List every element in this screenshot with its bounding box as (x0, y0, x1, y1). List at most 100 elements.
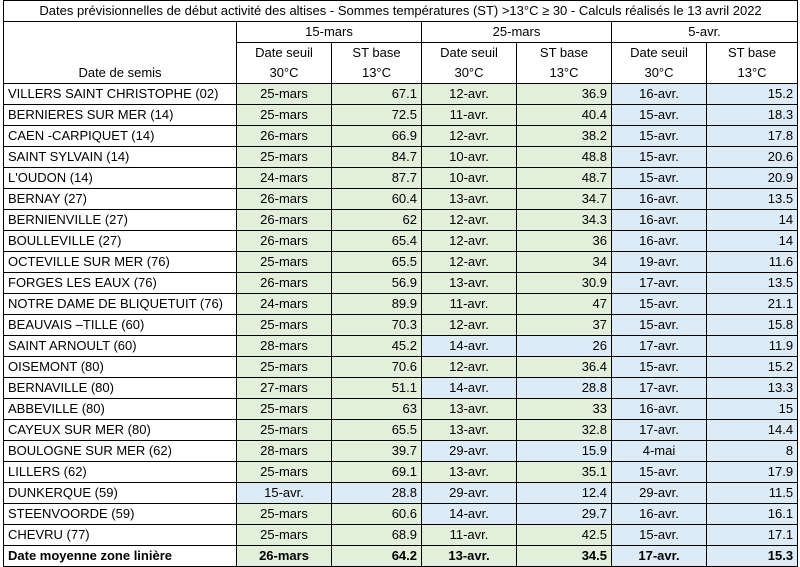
table-row: BOULLEVILLE (27) 26-mars 65.4 12-avr. 36 16-a… (3, 230, 799, 252)
st-5-avr-cell: 21.1 (705, 293, 799, 315)
date-15-mars-cell: 25-mars (236, 503, 332, 525)
date-5-avr-cell: 17-avr. (611, 545, 707, 567)
st-15-mars-cell: 39.7 (331, 440, 422, 462)
table-row: BERNIERES SUR MER (14) 25-mars 72.5 11-avr.… (3, 104, 799, 126)
date-15-mars-cell: 25-mars (236, 356, 332, 378)
table-row: CHEVRU (77) 25-mars 68.9 11-avr. 42.5 15-avr.… (3, 524, 799, 546)
st-25-mars-cell: 30.9 (516, 272, 612, 294)
date-25-mars-cell: 10-avr. (421, 146, 517, 168)
date-5-avr-cell: 16-avr. (611, 209, 707, 231)
st-25-mars-cell: 38.2 (516, 125, 612, 147)
st-5-avr-cell: 14 (705, 230, 799, 252)
station-name-cell: BERNAY (27) (3, 188, 237, 210)
date-25-mars-cell: 14-avr. (421, 335, 517, 357)
station-name-cell: BERNIENVILLE (27) (3, 209, 237, 231)
st-25-mars-cell: 36 (516, 230, 612, 252)
date-25-mars-cell: 12-avr. (421, 83, 517, 105)
table-title: Dates prévisionnelles de début activité … (2, 0, 799, 22)
station-name-cell: Date moyenne zone linière (3, 545, 237, 567)
st-25-mars-cell: 15.9 (516, 440, 612, 462)
st-25-mars-cell: 26 (516, 335, 612, 357)
st-15-mars-cell: 69.1 (331, 461, 422, 483)
st-15-mars-cell: 62 (331, 209, 422, 231)
st-5-avr-cell: 14.4 (705, 419, 799, 441)
date-5-avr-cell: 15-avr. (611, 356, 707, 378)
table-row: FORGES LES EAUX (76) 26-mars 56.9 13-avr. 30… (3, 272, 799, 294)
date-25-mars-cell: 12-avr. (421, 209, 517, 231)
station-name-cell: ABBEVILLE (80) (3, 398, 237, 420)
date-5-avr-cell: 15-avr. (611, 125, 707, 147)
date-15-mars-cell: 26-mars (236, 209, 332, 231)
corner-cell (3, 21, 237, 43)
st-15-mars-cell: 84.7 (331, 146, 422, 168)
date-25-mars-cell: 14-avr. (421, 377, 517, 399)
st-25-mars-cell: 37 (516, 314, 612, 336)
date-15-mars-cell: 25-mars (236, 83, 332, 105)
st-25-mars-cell: 36.9 (516, 83, 612, 105)
st-15-mars-cell: 65.5 (331, 251, 422, 273)
date-15-mars-cell: 27-mars (236, 377, 332, 399)
table-row: ABBEVILLE (80) 25-mars 63 13-avr. 33 16-avr. 1… (3, 398, 799, 420)
table-row: OCTEVILLE SUR MER (76) 25-mars 65.5 12-avr.… (3, 251, 799, 273)
col-st-header: ST base 13°C (516, 42, 612, 84)
date-5-avr-cell: 16-avr. (611, 398, 707, 420)
date-15-mars-cell: 28-mars (236, 440, 332, 462)
st-15-mars-cell: 64.2 (331, 545, 422, 567)
col-st-header: ST base 13°C (331, 42, 422, 84)
date-25-mars-cell: 11-avr. (421, 293, 517, 315)
date-25-mars-cell: 13-avr. (421, 398, 517, 420)
st-25-mars-cell: 47 (516, 293, 612, 315)
st-5-avr-cell: 15.2 (705, 356, 799, 378)
st-5-avr-cell: 17.8 (705, 125, 799, 147)
st-15-mars-cell: 87.7 (331, 167, 422, 189)
table-row: OISEMONT (80) 25-mars 70.6 12-avr. 36.4 15-av… (3, 356, 799, 378)
station-name-cell: OISEMONT (80) (3, 356, 237, 378)
st-25-mars-cell: 29.7 (516, 503, 612, 525)
st-5-avr-cell: 20.9 (705, 167, 799, 189)
date-15-mars-cell: 26-mars (236, 125, 332, 147)
date-25-mars-cell: 10-avr. (421, 167, 517, 189)
st-5-avr-cell: 8 (705, 440, 799, 462)
st-5-avr-cell: 15 (705, 398, 799, 420)
st-15-mars-cell: 60.6 (331, 503, 422, 525)
date-15-mars-cell: 25-mars (236, 461, 332, 483)
station-name-cell: BOULOGNE SUR MER (62) (3, 440, 237, 462)
date-15-mars-cell: 24-mars (236, 293, 332, 315)
st-15-mars-cell: 60.4 (331, 188, 422, 210)
st-15-mars-cell: 72.5 (331, 104, 422, 126)
period-header-1: 15-mars (236, 21, 422, 43)
date-15-mars-cell: 25-mars (236, 524, 332, 546)
st-5-avr-cell: 13.3 (705, 377, 799, 399)
st-25-mars-cell: 12.4 (516, 482, 612, 504)
date-5-avr-cell: 15-avr. (611, 104, 707, 126)
st-25-mars-cell: 42.5 (516, 524, 612, 546)
st-15-mars-cell: 67.1 (331, 83, 422, 105)
st-15-mars-cell: 28.8 (331, 482, 422, 504)
st-25-mars-cell: 32.8 (516, 419, 612, 441)
st-15-mars-cell: 56.9 (331, 272, 422, 294)
st-5-avr-cell: 11.9 (705, 335, 799, 357)
table-row: STEENVOORDE (59) 25-mars 60.6 14-avr. 29.7 16… (3, 503, 799, 525)
date-15-mars-cell: 25-mars (236, 104, 332, 126)
st-15-mars-cell: 63 (331, 398, 422, 420)
station-name-cell: VILLERS SAINT CHRISTOPHE (02) (3, 83, 237, 105)
st-5-avr-cell: 17.9 (705, 461, 799, 483)
table-row: BEAUVAIS –TILLE (60) 25-mars 70.3 12-avr. 37… (3, 314, 799, 336)
station-name-cell: DUNKERQUE (59) (3, 482, 237, 504)
table-row: LILLERS (62) 25-mars 69.1 13-avr. 35.1 15-avr… (3, 461, 799, 483)
date-25-mars-cell: 12-avr. (421, 125, 517, 147)
date-5-avr-cell: 15-avr. (611, 461, 707, 483)
st-25-mars-cell: 34.3 (516, 209, 612, 231)
table-row: NOTRE DAME DE BLIQUETUIT (76) 24-mars 89.9… (3, 293, 799, 315)
table-row: DUNKERQUE (59) 15-avr. 28.8 29-avr. 12.4 29-a… (3, 482, 799, 504)
date-5-avr-cell: 16-avr. (611, 503, 707, 525)
st-15-mars-cell: 70.3 (331, 314, 422, 336)
date-5-avr-cell: 15-avr. (611, 167, 707, 189)
st-15-mars-cell: 68.9 (331, 524, 422, 546)
station-name-cell: LILLERS (62) (3, 461, 237, 483)
st-5-avr-cell: 17.1 (705, 524, 799, 546)
date-25-mars-cell: 14-avr. (421, 503, 517, 525)
date-25-mars-cell: 29-avr. (421, 482, 517, 504)
date-15-mars-cell: 26-mars (236, 272, 332, 294)
st-5-avr-cell: 13.5 (705, 272, 799, 294)
